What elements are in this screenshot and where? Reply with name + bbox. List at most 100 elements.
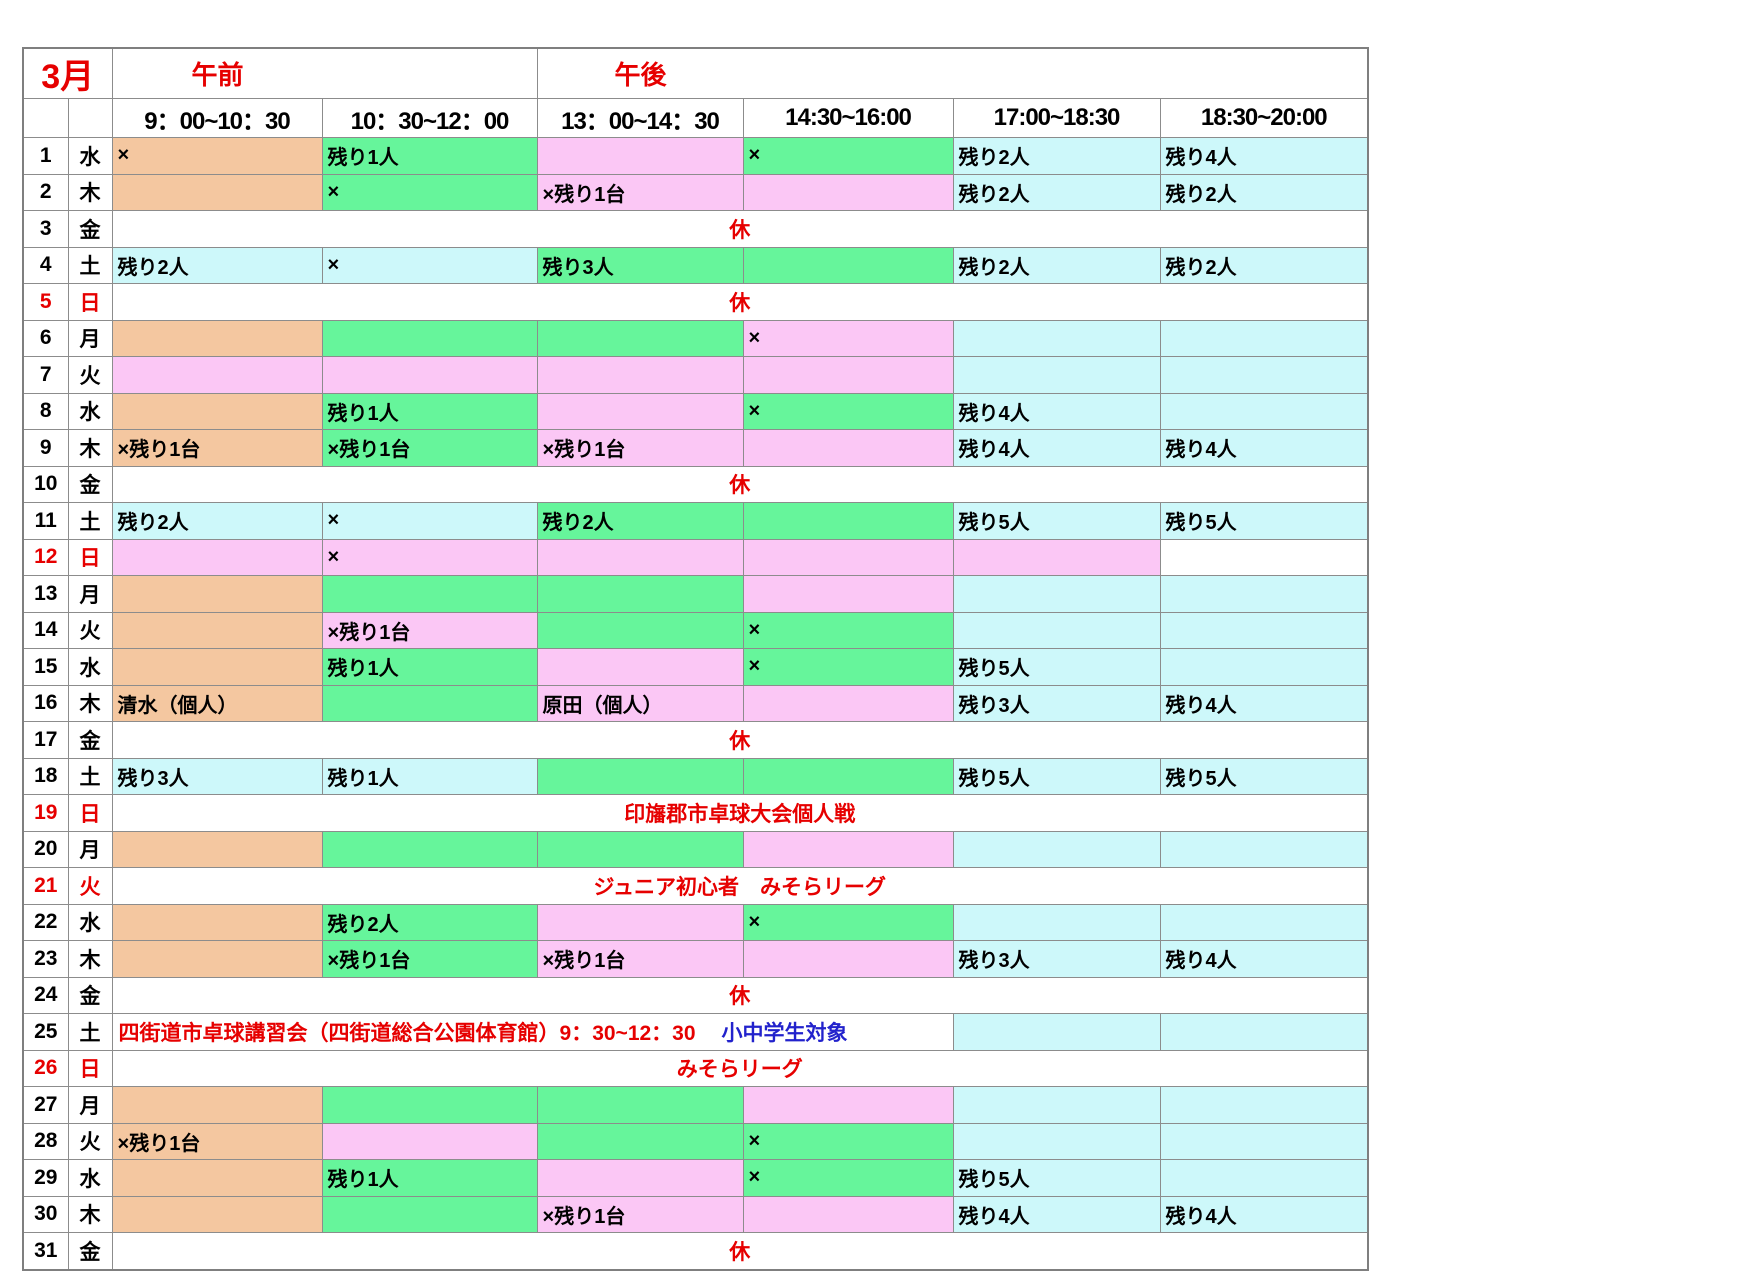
day-number-cell: 7 — [22, 356, 69, 394]
schedule-cell — [1159, 830, 1369, 868]
schedule-cell — [1159, 903, 1369, 941]
schedule-row: 27 月 — [22, 1086, 1369, 1124]
schedule-cell: ×残り1台 — [536, 429, 744, 467]
merged-event-cell: 休 — [111, 721, 1369, 759]
day-of-week-cell: 水 — [67, 392, 113, 430]
schedule-cell — [1159, 392, 1369, 430]
schedule-cell — [536, 1159, 744, 1197]
schedule-row: 10 金休 — [22, 465, 1369, 503]
day-number-cell: 28 — [22, 1122, 69, 1160]
day-of-week-cell: 土 — [67, 246, 113, 284]
day-of-week-cell: 日 — [67, 283, 113, 321]
schedule-cell: 残り5人 — [1159, 502, 1369, 540]
day-of-week-cell: 火 — [67, 356, 113, 394]
schedule-cell — [952, 1122, 1161, 1160]
day-number-cell: 10 — [22, 465, 69, 503]
schedule-row: 6 月 × — [22, 319, 1369, 357]
schedule-cell: 残り5人 — [952, 1159, 1161, 1197]
schedule-cell: 残り4人 — [1159, 429, 1369, 467]
day-of-week-cell: 月 — [67, 830, 113, 868]
schedule-cell: 残り5人 — [952, 757, 1161, 795]
schedule-cell: ×残り1台 — [321, 940, 538, 978]
schedule-cell — [1159, 648, 1369, 686]
schedule-row: 20 月 — [22, 830, 1369, 868]
day-of-week-cell: 水 — [67, 137, 113, 175]
schedule-cell — [742, 575, 954, 613]
schedule-cell — [111, 173, 323, 211]
day-number-cell: 31 — [22, 1232, 69, 1270]
schedule-cell — [536, 830, 744, 868]
schedule-cell — [1159, 1122, 1369, 1160]
schedule-cell: 残り1人 — [321, 757, 538, 795]
schedule-cell — [952, 830, 1161, 868]
schedule-cell: 残り2人 — [111, 246, 323, 284]
schedule-cell: × — [742, 319, 954, 357]
day-number-cell: 13 — [22, 575, 69, 613]
schedule-cell — [111, 575, 323, 613]
schedule-row: 12 日 × — [22, 538, 1369, 576]
schedule-cell: 残り2人 — [321, 903, 538, 941]
schedule-cell — [742, 684, 954, 722]
day-number-cell: 15 — [22, 648, 69, 686]
schedule-cell — [321, 830, 538, 868]
schedule-cell: × — [742, 1159, 954, 1197]
schedule-row: 18 土残り3人 残り1人 残り5人 残り5人 — [22, 757, 1369, 795]
schedule-cell: 残り2人 — [111, 502, 323, 540]
schedule-row: 23 木 ×残り1台 ×残り1台 残り3人 残り4人 — [22, 940, 1369, 978]
blank-corner-cell — [67, 98, 113, 138]
schedule-row: 30 木 ×残り1台 残り4人 残り4人 — [22, 1195, 1369, 1233]
day-number-cell: 5 — [22, 283, 69, 321]
schedule-cell — [1159, 575, 1369, 613]
day-of-week-cell: 月 — [67, 575, 113, 613]
schedule-row: 13 月 — [22, 575, 1369, 613]
day-number-cell: 30 — [22, 1195, 69, 1233]
schedule-row: 29 水 残り1人 × 残り5人 — [22, 1159, 1369, 1197]
afternoon-header-label: 午後 — [614, 60, 667, 90]
day-number-cell: 14 — [22, 611, 69, 649]
schedule-cell — [1159, 319, 1369, 357]
schedule-cell: 残り1人 — [321, 1159, 538, 1197]
day-number-cell: 16 — [22, 684, 69, 722]
schedule-row: 21 火ジュニア初心者 みそらリーグ — [22, 867, 1369, 905]
schedule-cell: ×残り1台 — [536, 173, 744, 211]
schedule-cell — [952, 1013, 1161, 1051]
day-of-week-cell: 木 — [67, 173, 113, 211]
schedule-cell — [742, 356, 954, 394]
schedule-cell — [111, 830, 323, 868]
schedule-row: 1 水 × 残り1人 × 残り2人 残り4人 — [22, 137, 1369, 175]
schedule-cell — [111, 1159, 323, 1197]
schedule-cell — [321, 356, 538, 394]
schedule-cell — [536, 757, 744, 795]
merged-event-cell: 休 — [111, 465, 1369, 503]
schedule-cell — [321, 1195, 538, 1233]
day-number-cell: 25 — [22, 1013, 69, 1051]
schedule-row: 16 木清水（個人） 原田（個人） 残り3人 残り4人 — [22, 684, 1369, 722]
notice-blue-text: 小中学生対象 — [721, 1021, 848, 1045]
schedule-cell — [952, 319, 1161, 357]
day-of-week-cell: 日 — [67, 1049, 113, 1087]
schedule-cell: 残り1人 — [321, 137, 538, 175]
day-of-week-cell: 火 — [67, 611, 113, 649]
schedule-cell — [742, 502, 954, 540]
schedule-cell: 残り3人 — [536, 246, 744, 284]
schedule-cell: 残り3人 — [111, 757, 323, 795]
schedule-cell — [1159, 538, 1369, 576]
schedule-cell — [952, 538, 1161, 576]
schedule-cell: 残り4人 — [952, 392, 1161, 430]
schedule-cell: × — [742, 1122, 954, 1160]
schedule-cell — [536, 903, 744, 941]
schedule-row: 15 水 残り1人 × 残り5人 — [22, 648, 1369, 686]
time-slot-header-6: 18:30~20:00 — [1159, 98, 1369, 138]
schedule-cell: ×残り1台 — [111, 1122, 323, 1160]
day-number-cell: 17 — [22, 721, 69, 759]
day-number-cell: 23 — [22, 940, 69, 978]
day-number-cell: 1 — [22, 137, 69, 175]
schedule-cell: × — [111, 137, 323, 175]
day-of-week-cell: 月 — [67, 319, 113, 357]
schedule-cell — [742, 1195, 954, 1233]
notice-cell: 四街道市卓球講習会（四街道総合公園体育館）9：30~12：30 小中学生対象 — [111, 1013, 954, 1051]
morning-header-label: 午前 — [191, 60, 244, 90]
schedule-cell — [536, 538, 744, 576]
schedule-cell — [111, 1195, 323, 1233]
